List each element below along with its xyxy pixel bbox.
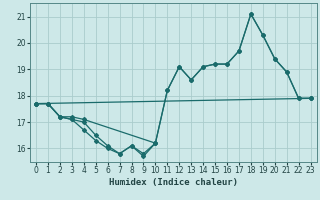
X-axis label: Humidex (Indice chaleur): Humidex (Indice chaleur)	[109, 178, 238, 187]
